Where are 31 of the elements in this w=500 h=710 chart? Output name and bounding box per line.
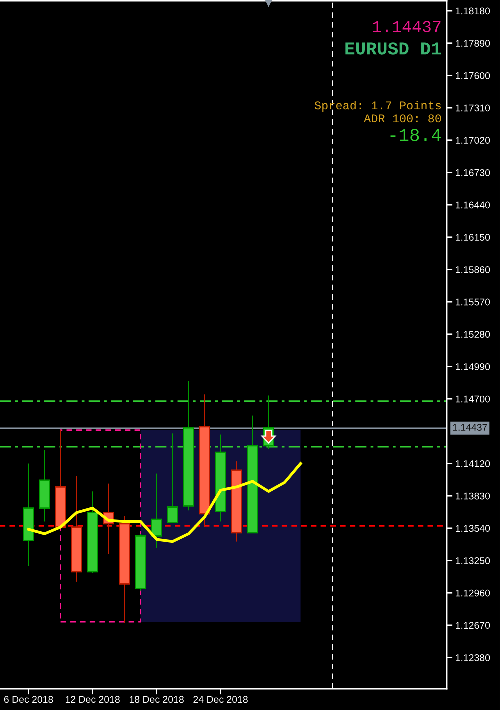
y-tick-label: 1.13540 [456, 525, 490, 532]
y-tick-label: 1.16440 [456, 202, 490, 209]
y-tick-label: 1.16730 [456, 169, 490, 176]
annotation: Spread: 1.7 Points [314, 100, 442, 112]
x-tick-label: 12 Dec 2018 [66, 696, 120, 704]
y-tick-label: 1.15280 [456, 331, 490, 338]
text: ADR 100: 80 [364, 114, 442, 123]
y-tick-label: 1.18180 [456, 8, 490, 15]
y-tick-label: 1.16150 [456, 234, 490, 242]
y-tick-label: 1.13250 [456, 558, 490, 564]
y-tick-label: 1.14700 [456, 396, 490, 403]
y-tick-label: 1.15860 [456, 266, 490, 274]
x-tick-label: 24 Dec 2018 [194, 696, 248, 704]
y-tick-label: 1.12670 [456, 622, 490, 630]
y-tick-label: 1.14120 [456, 460, 490, 468]
text: 1.14437 [373, 21, 441, 32]
y-tick-label: 1.13830 [456, 492, 490, 500]
y-tick-label: 1.17600 [456, 72, 490, 80]
y-tick-label: 1.12960 [456, 590, 490, 597]
candlestick [151, 473, 162, 550]
y-tick-label: 1.17890 [456, 40, 490, 47]
text: EURUSD D1 [346, 42, 442, 55]
y-tick-label: 1.14990 [456, 363, 490, 370]
y-tick-label: 1.17310 [456, 104, 490, 112]
ref-line-label: 1.14437 [453, 424, 488, 432]
y-tick-label: 1.15570 [456, 298, 490, 306]
y-tick-label: 1.17020 [456, 137, 490, 144]
x-tick-label: 18 Dec 2018 [130, 696, 184, 704]
y-tick-label: 1.12380 [456, 654, 490, 662]
text: -18.4 [390, 129, 442, 142]
x-tick-label: 6 Dec 2018 [4, 696, 54, 704]
